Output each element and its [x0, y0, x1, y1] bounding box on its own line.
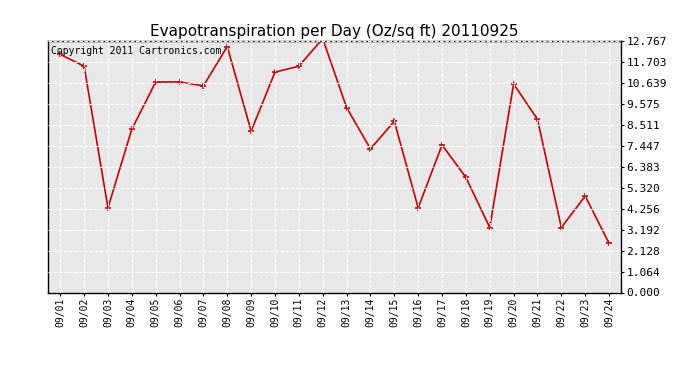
Title: Evapotranspiration per Day (Oz/sq ft) 20110925: Evapotranspiration per Day (Oz/sq ft) 20…	[150, 24, 519, 39]
Text: Copyright 2011 Cartronics.com: Copyright 2011 Cartronics.com	[51, 46, 221, 56]
